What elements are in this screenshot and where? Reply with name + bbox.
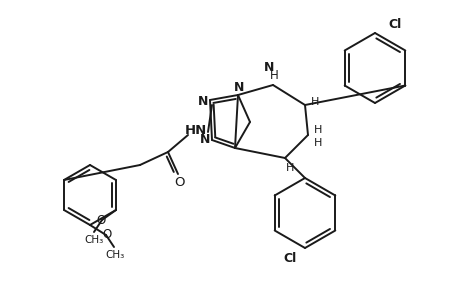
Text: O: O [96, 214, 106, 226]
Text: N: N [199, 133, 210, 146]
Text: O: O [102, 229, 112, 242]
Text: H: H [310, 97, 319, 107]
Text: Cl: Cl [283, 251, 296, 265]
Text: Cl: Cl [387, 17, 401, 31]
Text: H: H [313, 138, 321, 148]
Text: N: N [233, 80, 244, 94]
Text: H: H [269, 68, 278, 82]
Text: H: H [313, 125, 321, 135]
Text: CH₃: CH₃ [105, 250, 124, 260]
Text: H: H [285, 163, 294, 173]
Text: CH₃: CH₃ [84, 235, 103, 245]
Text: N: N [263, 61, 274, 74]
Text: HN: HN [185, 124, 207, 136]
Text: O: O [174, 176, 185, 190]
Text: N: N [197, 94, 208, 107]
